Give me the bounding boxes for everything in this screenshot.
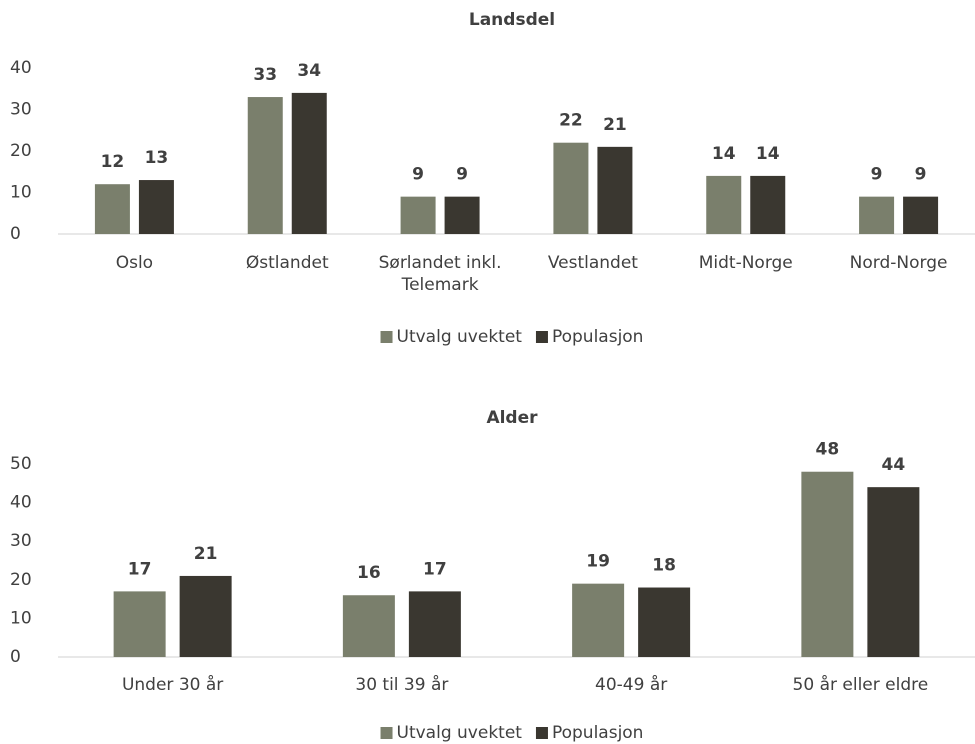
legend-swatch — [535, 331, 548, 343]
bar — [408, 591, 461, 657]
data-label: 13 — [145, 148, 169, 168]
y-tick-label: 0 — [10, 224, 21, 244]
data-label: 34 — [297, 61, 321, 81]
x-tick-label: 50 år eller eldre — [792, 675, 929, 695]
bar — [94, 184, 130, 234]
bar — [859, 196, 895, 234]
data-label: 9 — [915, 165, 927, 185]
x-tick-label: Vestlandet — [547, 253, 638, 273]
data-label: 18 — [652, 556, 676, 576]
data-label: 12 — [101, 152, 125, 172]
y-tick-label: 40 — [10, 493, 32, 513]
legend-label: Utvalg uvektet — [397, 327, 523, 347]
data-label: 16 — [357, 563, 381, 583]
x-tick-label: Østlandet — [245, 253, 329, 273]
chart-title: Alder — [486, 408, 538, 428]
legend-label: Utvalg uvektet — [397, 723, 523, 743]
bar — [444, 196, 480, 234]
y-tick-label: 40 — [10, 58, 32, 78]
x-tick-label: Oslo — [115, 253, 154, 273]
data-label: 48 — [816, 440, 840, 460]
x-tick-label: Sørlandet inkl. Telemark — [378, 253, 502, 295]
x-tick-label: 30 til 39 år — [355, 675, 449, 695]
y-tick-label: 30 — [10, 531, 32, 551]
y-tick-label: 10 — [10, 183, 32, 203]
bar — [342, 595, 395, 657]
bar — [572, 583, 625, 657]
chart-title: Landsdel — [469, 10, 555, 30]
data-label: 44 — [882, 455, 906, 475]
data-label: 9 — [871, 165, 883, 185]
legend-swatch — [380, 331, 393, 343]
data-label: 14 — [712, 144, 736, 164]
y-tick-label: 50 — [10, 454, 32, 474]
y-tick-label: 20 — [10, 141, 32, 161]
y-tick-label: 30 — [10, 100, 32, 120]
y-tick-label: 0 — [10, 647, 21, 667]
data-label: 17 — [128, 559, 152, 579]
bar — [706, 175, 742, 234]
data-label: 33 — [253, 65, 277, 85]
y-tick-label: 20 — [10, 570, 32, 590]
bar — [113, 591, 166, 657]
data-label: 22 — [559, 111, 583, 131]
legend-label: Populasjon — [552, 723, 644, 743]
x-tick-label: Under 30 år — [121, 675, 224, 695]
bar — [291, 92, 327, 235]
x-tick-label: Nord-Norge — [849, 253, 948, 273]
bar — [247, 97, 283, 234]
bar — [553, 142, 589, 234]
data-label: 14 — [756, 144, 780, 164]
data-label: 19 — [586, 552, 610, 572]
bar — [179, 575, 232, 657]
bar — [801, 471, 854, 657]
legend-label: Populasjon — [552, 327, 644, 347]
data-label: 21 — [194, 544, 218, 564]
bar — [867, 487, 920, 657]
legend-swatch — [380, 727, 393, 739]
data-label: 17 — [423, 559, 447, 579]
bar — [750, 175, 786, 234]
bar — [597, 146, 633, 234]
x-tick-label: 40-49 år — [595, 675, 668, 695]
legend-swatch — [535, 727, 548, 739]
y-tick-label: 10 — [10, 608, 32, 628]
x-tick-label: Midt-Norge — [698, 253, 793, 273]
bar — [638, 587, 691, 657]
bar — [400, 196, 436, 234]
data-label: 21 — [603, 115, 627, 135]
data-label: 9 — [412, 165, 424, 185]
data-label: 9 — [456, 165, 468, 185]
bar — [138, 180, 174, 234]
bar — [903, 196, 939, 234]
